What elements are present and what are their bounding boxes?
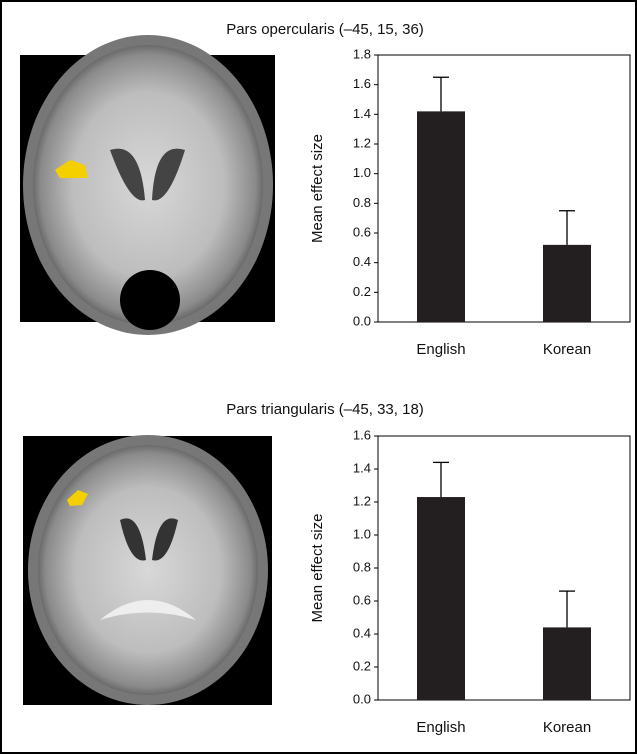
y-axis-label: Mean effect size: [309, 134, 326, 243]
y-tick-label: 1.6: [353, 76, 371, 91]
y-tick-label: 0.8: [353, 559, 371, 574]
y-tick-label: 0.0: [353, 313, 371, 328]
brain-image-axial: [23, 435, 272, 705]
chart-title: Pars opercularis (–45, 15, 36): [226, 21, 424, 38]
bar: [543, 627, 591, 700]
bar: [543, 245, 591, 322]
y-tick-label: 0.4: [353, 254, 371, 269]
y-tick-label: 1.0: [353, 165, 371, 180]
y-tick-label: 1.0: [353, 526, 371, 541]
y-tick-label: 1.4: [353, 106, 371, 121]
y-tick-label: 0.0: [353, 691, 371, 706]
bar: [417, 111, 465, 322]
y-tick-label: 1.6: [353, 427, 371, 442]
x-tick-label: Korean: [543, 341, 591, 358]
x-tick-label: English: [416, 341, 465, 358]
x-tick-label: Korean: [543, 719, 591, 736]
y-tick-label: 0.4: [353, 625, 371, 640]
y-tick-label: 1.4: [353, 460, 371, 475]
bar: [417, 497, 465, 700]
figure: Pars opercularis (–45, 15, 36) Mean effec…: [0, 0, 637, 754]
x-tick-label: English: [416, 719, 465, 736]
y-tick-label: 0.2: [353, 284, 371, 299]
y-tick-label: 0.6: [353, 224, 371, 239]
y-axis-label: Mean effect size: [309, 514, 326, 623]
y-tick-label: 0.8: [353, 195, 371, 210]
chart-title: Pars triangularis (–45, 33, 18): [226, 401, 424, 418]
y-tick-label: 1.2: [353, 493, 371, 508]
y-tick-label: 0.2: [353, 658, 371, 673]
y-tick-label: 1.8: [353, 46, 371, 61]
brain-image-coronal: [20, 35, 275, 335]
y-tick-label: 1.2: [353, 135, 371, 150]
y-tick-label: 0.6: [353, 592, 371, 607]
